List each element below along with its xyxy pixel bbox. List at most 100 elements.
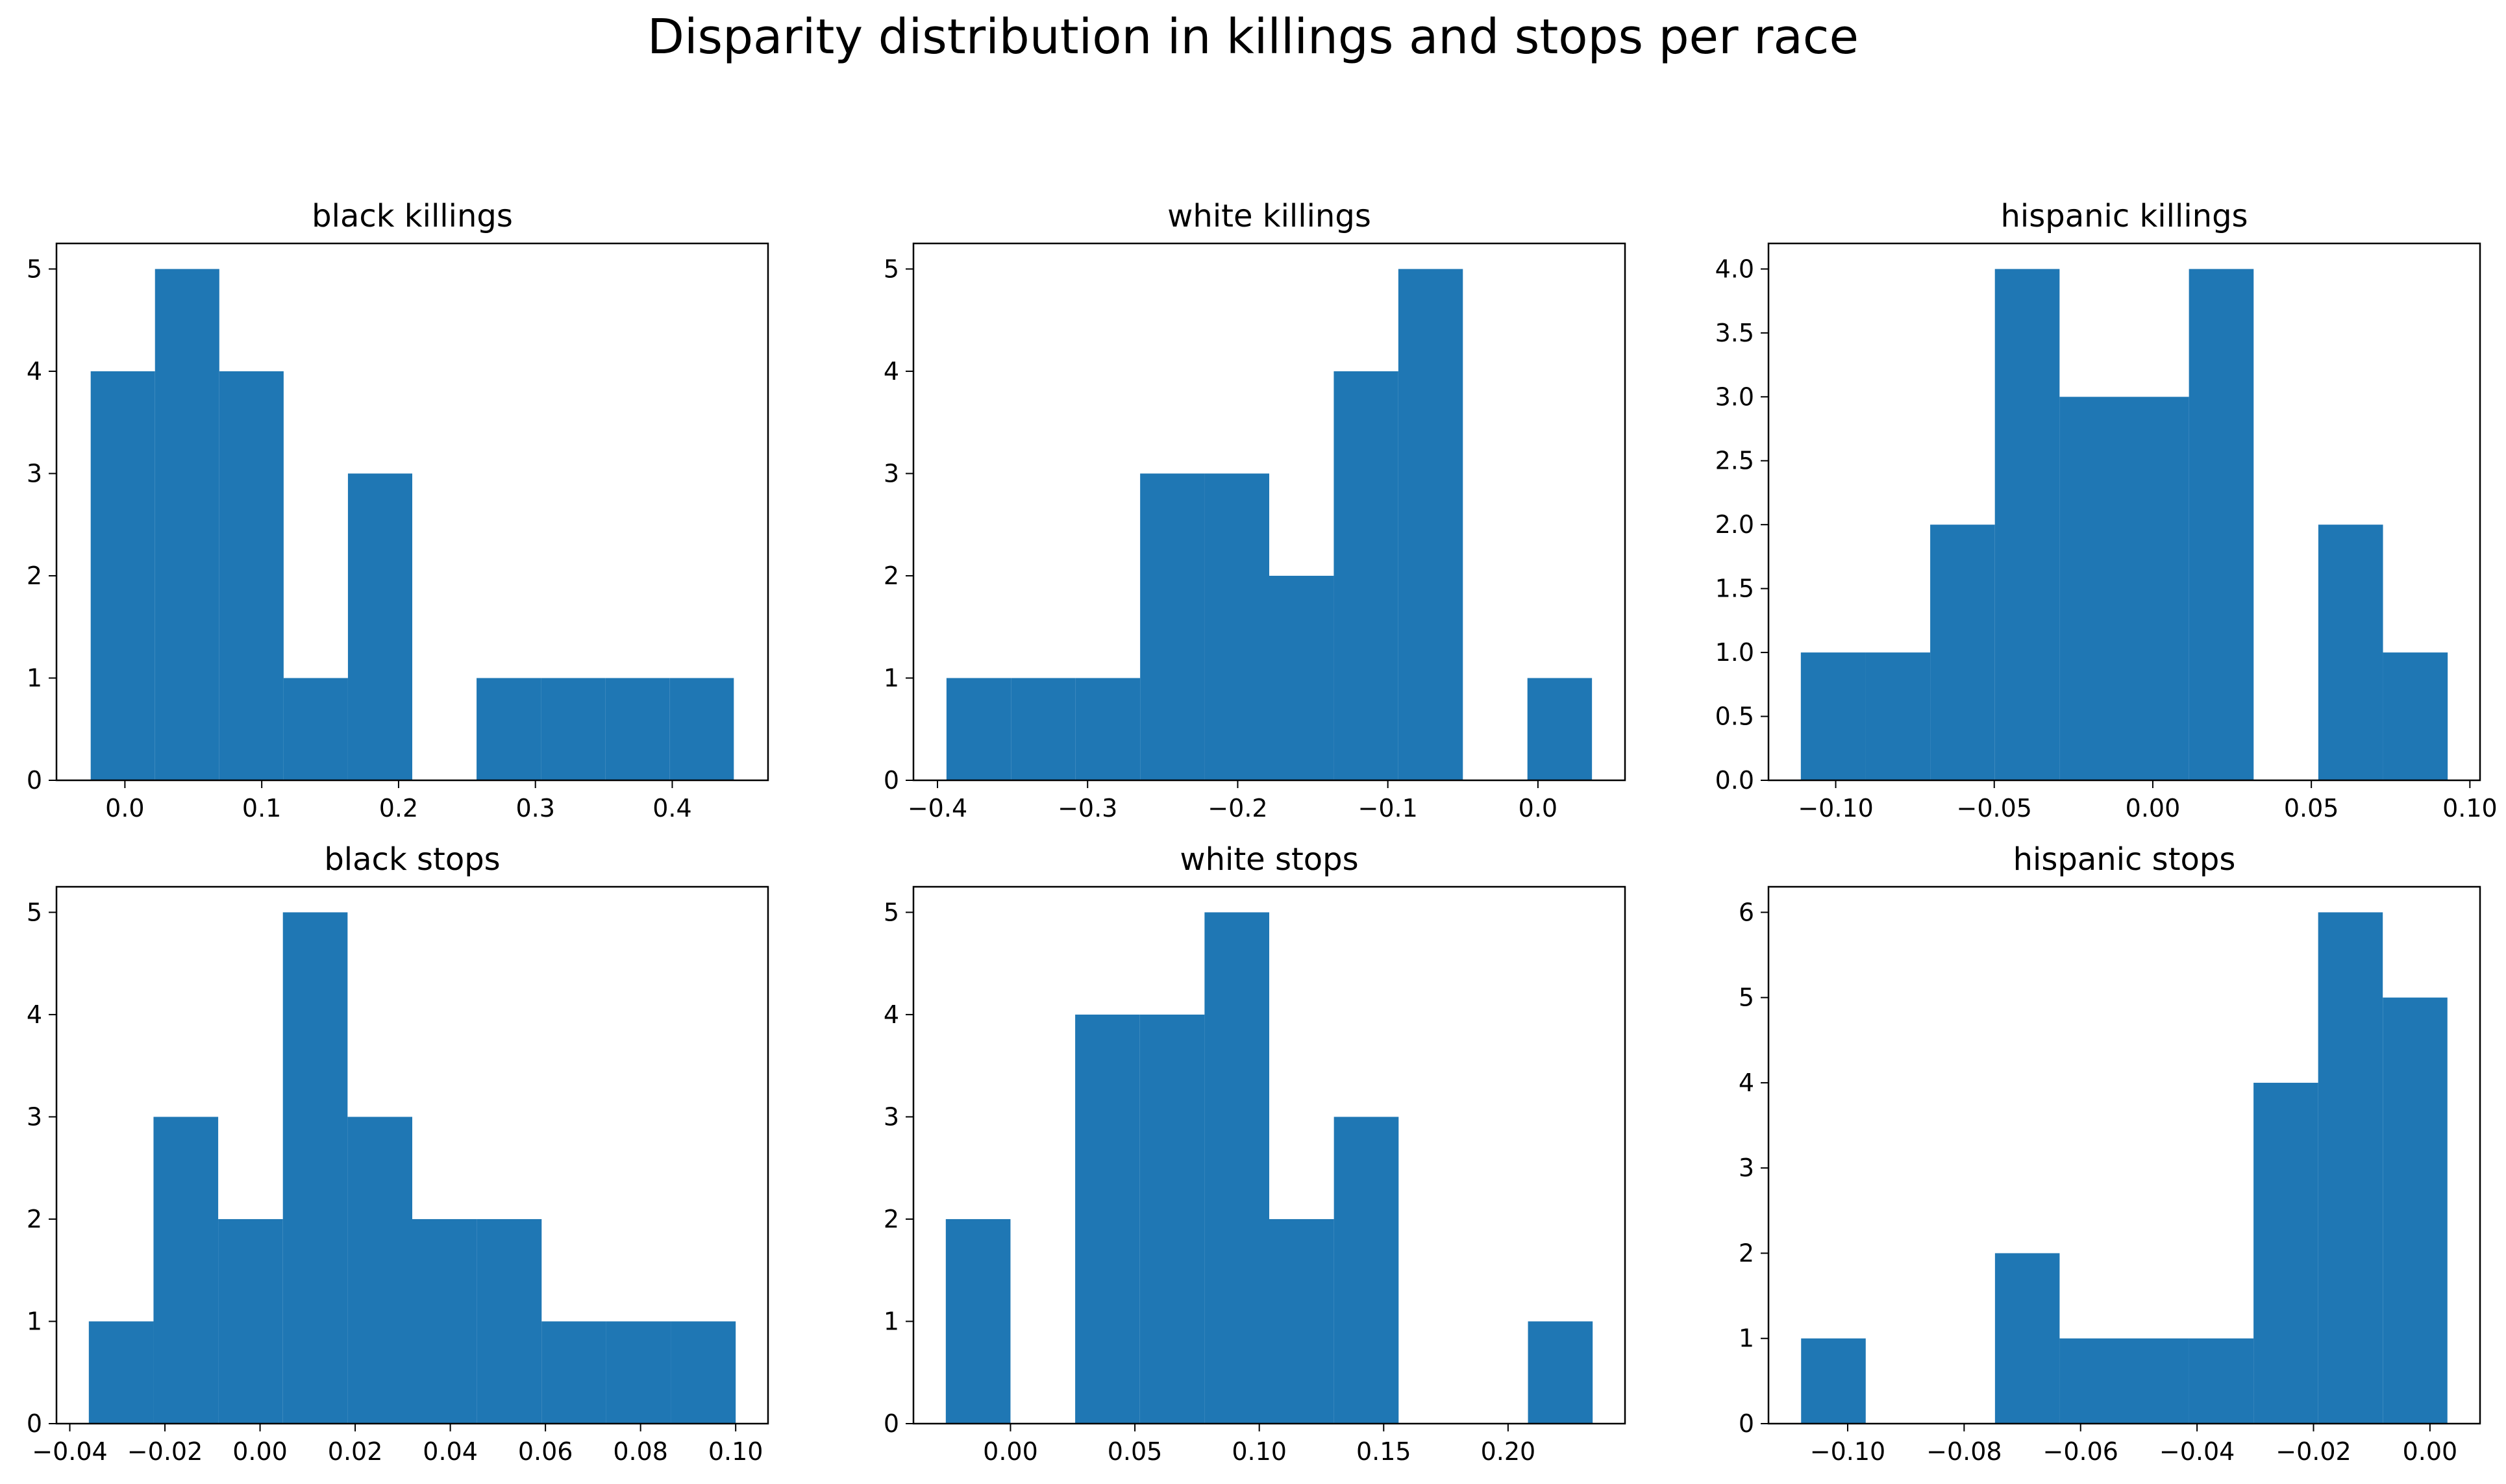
histogram-bar <box>1269 1218 1334 1424</box>
x-tick-label: −0.2 <box>1208 794 1267 822</box>
axes-frame <box>912 885 1626 1425</box>
y-tick-label: 1.5 <box>1715 575 1754 603</box>
histogram-bar <box>2318 525 2383 780</box>
histogram-bar <box>2383 652 2448 780</box>
histogram-bar <box>2189 269 2254 780</box>
y-tick-label: 0 <box>884 1409 899 1438</box>
y-tick-label: 4 <box>884 1000 899 1029</box>
y-tick-label: 5 <box>27 898 42 926</box>
y-tick-label: 1 <box>884 663 899 692</box>
subplot-hispanic-killings: hispanic killings −0.10 −0.05 0.00 0.05 0.10 0… <box>1715 198 2498 822</box>
subplot-title: black stops <box>324 841 500 878</box>
y-tick-label: 0 <box>884 766 899 795</box>
y-tick-label: 2 <box>884 562 899 590</box>
y-tick-label: 3 <box>884 1102 899 1131</box>
x-tick-label: 0.0 <box>105 794 144 822</box>
y-tick-label: 5 <box>27 254 42 283</box>
histogram-bar <box>2189 1338 2254 1424</box>
x-tick-label: 0.3 <box>515 794 554 822</box>
histogram-bar <box>218 1218 283 1424</box>
y-tick-label: 4.0 <box>1715 254 1754 283</box>
y-tick-label: 5 <box>884 254 899 283</box>
x-tick-label: 0.20 <box>1481 1437 1536 1466</box>
x-tick-label: 0.2 <box>379 794 418 822</box>
y-tick-label: 2.0 <box>1715 510 1754 539</box>
x-tick-label: 0.10 <box>708 1437 763 1466</box>
x-tick-label: −0.04 <box>32 1437 107 1466</box>
x-tick-label: 0.02 <box>328 1437 383 1466</box>
histogram-bar <box>1269 575 1334 780</box>
y-tick-label: 1 <box>1739 1324 1754 1353</box>
x-tick-label: 0.4 <box>652 794 691 822</box>
y-tick-label: 2.5 <box>1715 447 1754 475</box>
axes-frame <box>912 242 1626 782</box>
histogram-bar <box>1527 678 1593 780</box>
histogram-bar <box>1075 678 1141 780</box>
y-tick-label: 2 <box>27 562 42 590</box>
x-tick-label: 0.1 <box>242 794 281 822</box>
subplot-white-killings: white killings −0.4 −0.3 −0.2 −0.1 0.0 0 1 2 3 4 5 <box>884 198 1626 822</box>
subplot-title: hispanic killings <box>2000 198 2248 234</box>
y-tick-label: 4 <box>27 1000 42 1029</box>
histogram-bar <box>155 269 219 780</box>
x-tick-label: −0.06 <box>2043 1437 2118 1466</box>
histogram-bar <box>2253 1082 2318 1424</box>
y-tick-label: 0 <box>27 766 42 795</box>
histogram-bar <box>605 678 670 780</box>
histogram-bar <box>1800 652 1866 780</box>
histogram-bar <box>1204 473 1269 780</box>
x-tick-label: 0.06 <box>518 1437 573 1466</box>
axes-frame <box>1767 885 2481 1425</box>
subplot-title: black killings <box>312 198 513 234</box>
histogram-bar <box>153 1117 219 1424</box>
histogram-bar <box>606 1321 671 1424</box>
histogram-bar <box>477 1218 542 1424</box>
x-tick-label: 0.00 <box>2126 794 2181 822</box>
histogram-bar <box>1075 1014 1140 1424</box>
y-tick-label: 5 <box>884 898 899 926</box>
histogram-bar <box>1139 1014 1205 1424</box>
x-tick-label: 0.05 <box>2284 794 2339 822</box>
histogram-bar <box>283 678 348 780</box>
y-tick-label: 3.5 <box>1715 319 1754 347</box>
histogram-bar <box>1994 1253 2060 1424</box>
histogram-bar <box>477 678 541 780</box>
y-tick-label: 3 <box>27 1102 42 1131</box>
subplot-hispanic-stops: hispanic stops −0.10 −0.08 −0.06 −0.04 −0.02 0… <box>1739 841 2481 1466</box>
axes-frame <box>1767 242 2481 782</box>
y-tick-label: 3 <box>27 459 42 488</box>
y-tick-label: 4 <box>1739 1069 1754 1097</box>
histogram-bar <box>282 912 348 1424</box>
x-tick-label: 0.08 <box>613 1437 668 1466</box>
histogram-bar <box>671 1321 736 1424</box>
y-tick-label: 3.0 <box>1715 382 1754 411</box>
y-tick-label: 0 <box>27 1409 42 1438</box>
y-tick-label: 1.0 <box>1715 638 1754 667</box>
histogram-bar <box>347 1117 412 1424</box>
histogram-bar <box>1528 1321 1593 1424</box>
histogram-bar <box>1398 269 1463 780</box>
histogram-bar <box>2383 997 2448 1424</box>
subplot-white-stops: white stops 0.00 0.05 0.10 0.15 0.20 0 1 2 3 4 5 <box>884 841 1626 1466</box>
histogram-bar <box>1801 1338 1866 1424</box>
histogram-bar <box>219 371 284 780</box>
y-tick-label: 4 <box>884 357 899 386</box>
y-tick-label: 1 <box>27 1307 42 1335</box>
x-tick-label: 0.00 <box>2403 1437 2458 1466</box>
y-tick-label: 5 <box>1739 983 1754 1012</box>
histogram-bar <box>1334 1117 1399 1424</box>
histogram-bar <box>541 1321 606 1424</box>
subplot-black-stops: black stops −0.04 −0.02 0.00 0.02 0.04 0.06 0.0… <box>27 841 769 1466</box>
histogram-bar <box>2124 1338 2189 1424</box>
subplot-black-killings: black killings 0.0 0.1 0.2 0.3 0.4 0 1 2 3 4 5 <box>27 198 769 822</box>
x-tick-label: −0.3 <box>1058 794 1117 822</box>
y-tick-label: 6 <box>1739 898 1754 926</box>
x-tick-label: −0.08 <box>1926 1437 2002 1466</box>
histogram-bar <box>541 678 606 780</box>
y-tick-label: 1 <box>27 663 42 692</box>
subplot-title: hispanic stops <box>2013 841 2236 878</box>
histogram-bar <box>1865 652 1931 780</box>
y-tick-label: 1 <box>884 1307 899 1335</box>
